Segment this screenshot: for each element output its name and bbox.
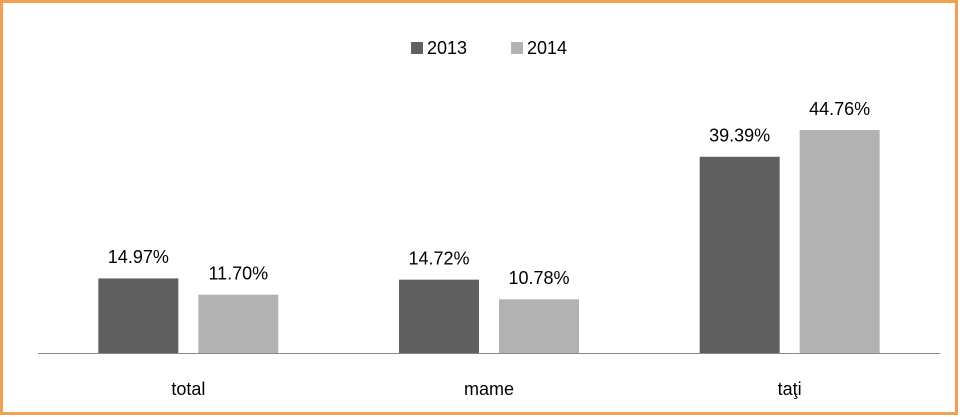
value-label: 44.76%	[809, 99, 870, 119]
bar	[198, 294, 279, 353]
bar	[799, 130, 880, 353]
x-tick-label: mame	[464, 379, 514, 399]
x-tick-label: total	[171, 379, 205, 399]
value-label: 14.97%	[108, 247, 169, 267]
value-label: 11.70%	[208, 263, 268, 283]
legend-swatch	[511, 42, 523, 54]
bar	[699, 156, 780, 353]
legend-label: 2013	[427, 38, 467, 58]
bar	[399, 279, 479, 353]
value-label: 10.78%	[508, 268, 569, 288]
x-tick-label: taţi	[778, 379, 802, 399]
value-label: 14.72%	[408, 248, 469, 268]
legend-label: 2014	[527, 38, 567, 58]
value-label: 39.39%	[709, 126, 770, 146]
bar	[98, 278, 179, 353]
bar	[499, 299, 579, 353]
legend-swatch	[411, 42, 423, 54]
